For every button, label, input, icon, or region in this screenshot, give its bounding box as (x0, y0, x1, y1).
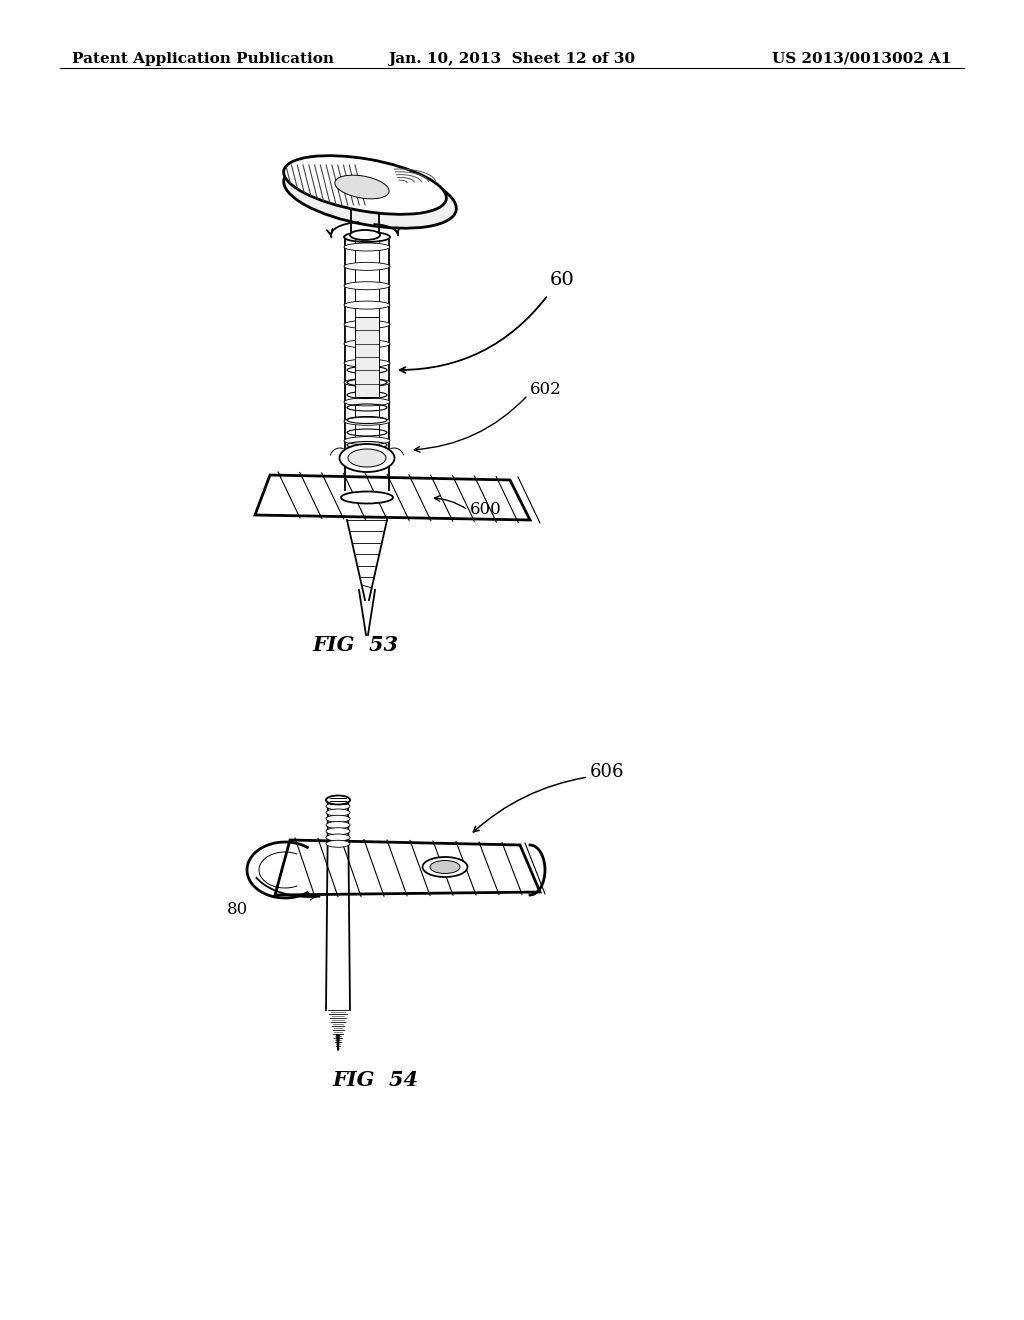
FancyBboxPatch shape (355, 317, 379, 397)
Text: Jan. 10, 2013  Sheet 12 of 30: Jan. 10, 2013 Sheet 12 of 30 (388, 51, 636, 66)
Ellipse shape (344, 301, 390, 309)
Ellipse shape (344, 359, 390, 367)
Polygon shape (275, 840, 540, 895)
Ellipse shape (335, 176, 389, 199)
Ellipse shape (344, 263, 390, 271)
Ellipse shape (284, 162, 457, 228)
Ellipse shape (344, 232, 390, 242)
Ellipse shape (344, 417, 390, 425)
Text: 602: 602 (530, 381, 562, 399)
Text: 606: 606 (590, 763, 625, 781)
Ellipse shape (341, 491, 393, 503)
Ellipse shape (344, 397, 390, 407)
Polygon shape (255, 475, 530, 520)
Ellipse shape (326, 796, 350, 804)
Ellipse shape (326, 821, 350, 829)
Ellipse shape (348, 449, 386, 467)
Ellipse shape (430, 861, 460, 874)
Text: US 2013/0013002 A1: US 2013/0013002 A1 (772, 51, 952, 66)
Ellipse shape (326, 828, 350, 834)
Ellipse shape (284, 156, 446, 214)
Ellipse shape (326, 803, 350, 809)
Ellipse shape (340, 444, 394, 473)
Ellipse shape (344, 437, 390, 445)
Text: FIG  53: FIG 53 (312, 635, 398, 655)
Text: 60: 60 (550, 271, 574, 289)
Ellipse shape (326, 841, 350, 847)
Text: 80: 80 (226, 902, 248, 919)
Ellipse shape (350, 230, 380, 240)
Ellipse shape (344, 339, 390, 347)
Ellipse shape (326, 816, 350, 822)
Text: FIG  54: FIG 54 (332, 1071, 418, 1090)
Ellipse shape (344, 321, 390, 329)
Ellipse shape (423, 857, 468, 876)
Ellipse shape (326, 809, 350, 816)
Text: 600: 600 (470, 502, 502, 519)
Ellipse shape (326, 834, 350, 841)
Ellipse shape (344, 243, 390, 251)
Ellipse shape (344, 379, 390, 387)
Ellipse shape (344, 281, 390, 289)
Text: Patent Application Publication: Patent Application Publication (72, 51, 334, 66)
Ellipse shape (326, 796, 350, 804)
Ellipse shape (344, 455, 390, 465)
